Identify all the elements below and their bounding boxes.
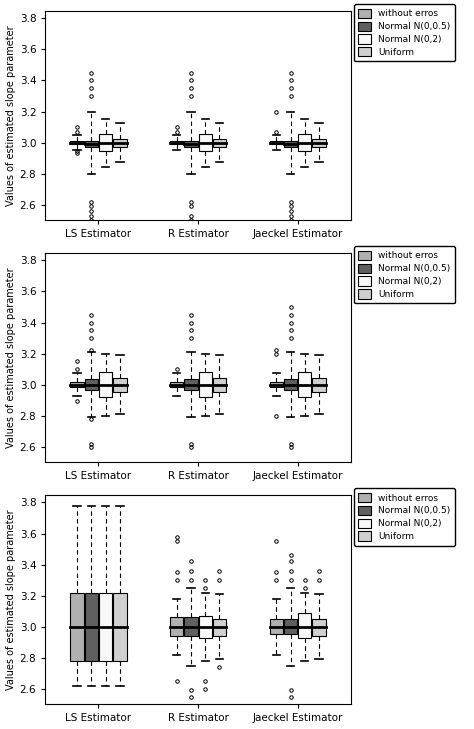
Bar [298, 613, 311, 638]
Bar [184, 617, 198, 636]
Bar [312, 139, 326, 147]
Bar [85, 141, 98, 147]
Bar [99, 373, 112, 397]
Bar [71, 593, 84, 661]
Bar [270, 382, 283, 387]
Y-axis label: Values of estimated slope parameter: Values of estimated slope parameter [6, 510, 16, 690]
Legend: without erros, Normal N(0,0.5), Normal N(0,2), Uniform: without erros, Normal N(0,0.5), Normal N… [354, 488, 455, 545]
Bar [213, 619, 226, 636]
Bar [71, 382, 84, 387]
Bar [213, 139, 226, 147]
Bar [284, 619, 297, 634]
Y-axis label: Values of estimated slope parameter: Values of estimated slope parameter [6, 25, 16, 206]
Bar [99, 593, 112, 661]
Bar [170, 141, 183, 144]
Bar [184, 141, 198, 147]
Bar [270, 141, 283, 144]
Bar [298, 373, 311, 397]
Bar [113, 139, 127, 147]
Legend: without erros, Normal N(0,0.5), Normal N(0,2), Uniform: without erros, Normal N(0,0.5), Normal N… [354, 4, 455, 61]
Bar [284, 141, 297, 147]
Bar [85, 379, 98, 390]
Bar [199, 134, 212, 151]
Bar [71, 141, 84, 144]
Bar [284, 379, 297, 390]
Bar [170, 617, 183, 636]
Bar [113, 378, 127, 392]
Bar [312, 378, 326, 392]
Legend: without erros, Normal N(0,0.5), Normal N(0,2), Uniform: without erros, Normal N(0,0.5), Normal N… [354, 246, 455, 303]
Bar [270, 619, 283, 634]
Bar [170, 382, 183, 387]
Bar [184, 379, 198, 390]
Bar [99, 134, 112, 151]
Bar [213, 378, 226, 392]
Bar [199, 373, 212, 397]
Bar [113, 593, 127, 661]
Bar [298, 134, 311, 151]
Bar [312, 619, 326, 636]
Bar [85, 593, 98, 661]
Bar [199, 616, 212, 638]
Y-axis label: Values of estimated slope parameter: Values of estimated slope parameter [6, 267, 16, 448]
